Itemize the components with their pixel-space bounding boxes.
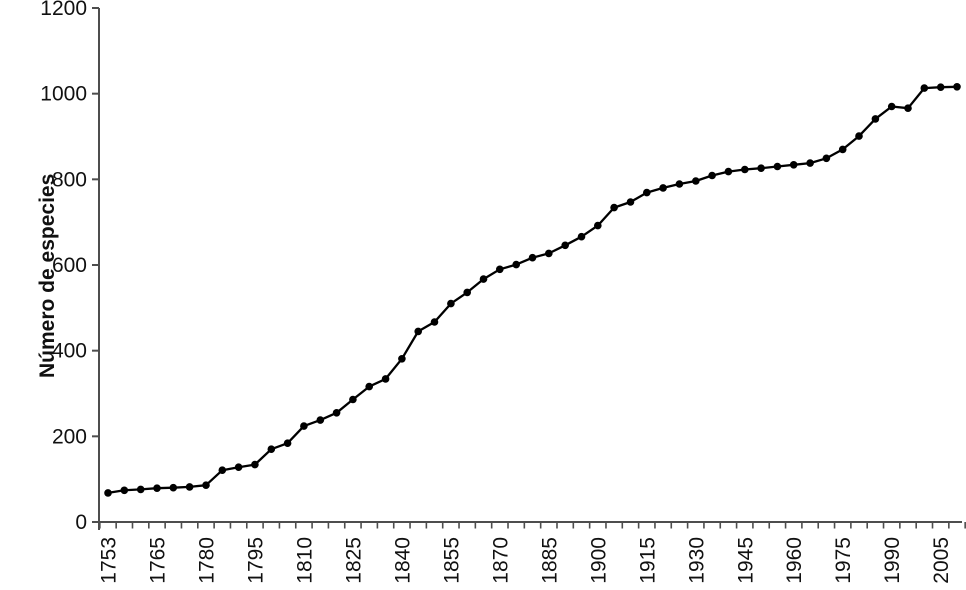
data-point — [773, 162, 782, 171]
data-point — [414, 327, 423, 336]
x-tick-label: 1945 — [734, 537, 757, 584]
data-point — [871, 115, 880, 123]
data-point — [430, 318, 439, 326]
data-point — [822, 154, 831, 163]
data-point — [561, 241, 569, 250]
data-point — [332, 409, 341, 417]
x-tick-label: 2005 — [930, 537, 953, 584]
y-tick-label: 0 — [75, 511, 87, 534]
x-tick-label: 1930 — [685, 537, 708, 584]
y-tick-label: 1000 — [40, 83, 87, 106]
data-point — [512, 260, 520, 269]
data-point — [887, 102, 896, 111]
data-point — [218, 466, 227, 475]
data-point — [724, 167, 733, 176]
data-point — [169, 483, 178, 492]
x-tick-label: 1900 — [587, 537, 610, 584]
data-point — [708, 171, 716, 180]
data-point — [577, 232, 586, 241]
x-tick-label: 1960 — [783, 537, 806, 584]
y-tick-label: 800 — [52, 168, 87, 191]
data-point — [741, 165, 749, 174]
data-point — [463, 288, 472, 297]
y-tick-label: 400 — [52, 340, 87, 363]
data-point — [398, 355, 406, 363]
data-point — [251, 460, 259, 469]
data-point — [545, 249, 553, 258]
data-point — [659, 184, 667, 192]
data-point — [806, 159, 814, 167]
data-point — [120, 486, 129, 495]
data-point — [316, 416, 325, 424]
data-point — [365, 382, 374, 391]
data-point — [953, 83, 961, 91]
data-point — [300, 422, 308, 430]
data-line — [107, 85, 958, 495]
data-point — [757, 164, 765, 172]
x-tick-label: 1825 — [342, 537, 365, 584]
x-tick-label: 1765 — [146, 537, 169, 584]
data-point — [675, 180, 684, 188]
y-axis-title: Número de especies — [36, 173, 59, 378]
data-point — [185, 483, 194, 491]
x-tick-label: 1870 — [489, 537, 512, 584]
data-point — [855, 132, 863, 140]
data-point — [349, 395, 357, 404]
data-point — [447, 299, 455, 308]
x-tick-label: 1990 — [881, 537, 904, 584]
x-tick-label: 1753 — [98, 537, 121, 584]
data-point — [838, 145, 847, 154]
x-tick-label: 1915 — [636, 537, 659, 584]
y-tick-label: 600 — [52, 254, 87, 277]
data-point — [136, 485, 145, 494]
x-tick-label: 1885 — [538, 537, 561, 584]
data-point — [789, 161, 798, 169]
data-point — [234, 463, 243, 472]
data-point — [496, 265, 504, 274]
x-tick-label: 1975 — [832, 537, 855, 584]
x-tick-label: 1810 — [293, 537, 316, 584]
x-tick-label: 1795 — [244, 537, 267, 584]
data-point — [528, 253, 537, 262]
y-tick-label: 1200 — [40, 0, 87, 20]
data-point — [267, 445, 276, 454]
x-tick-label: 1780 — [195, 537, 218, 584]
y-tick-label: 200 — [52, 425, 87, 448]
data-point — [202, 481, 210, 490]
data-point — [283, 439, 292, 448]
data-point — [626, 198, 635, 206]
data-point — [904, 104, 912, 112]
data-point — [479, 275, 488, 283]
data-point — [610, 203, 618, 212]
data-point — [920, 84, 929, 92]
data-point — [381, 375, 390, 383]
data-point — [936, 83, 945, 91]
data-point — [643, 188, 651, 197]
data-point — [153, 484, 161, 493]
x-tick-label: 1855 — [440, 537, 463, 584]
data-point — [692, 177, 700, 185]
data-point — [594, 221, 602, 230]
x-tick-label: 1840 — [391, 537, 414, 584]
data-point — [104, 489, 112, 497]
